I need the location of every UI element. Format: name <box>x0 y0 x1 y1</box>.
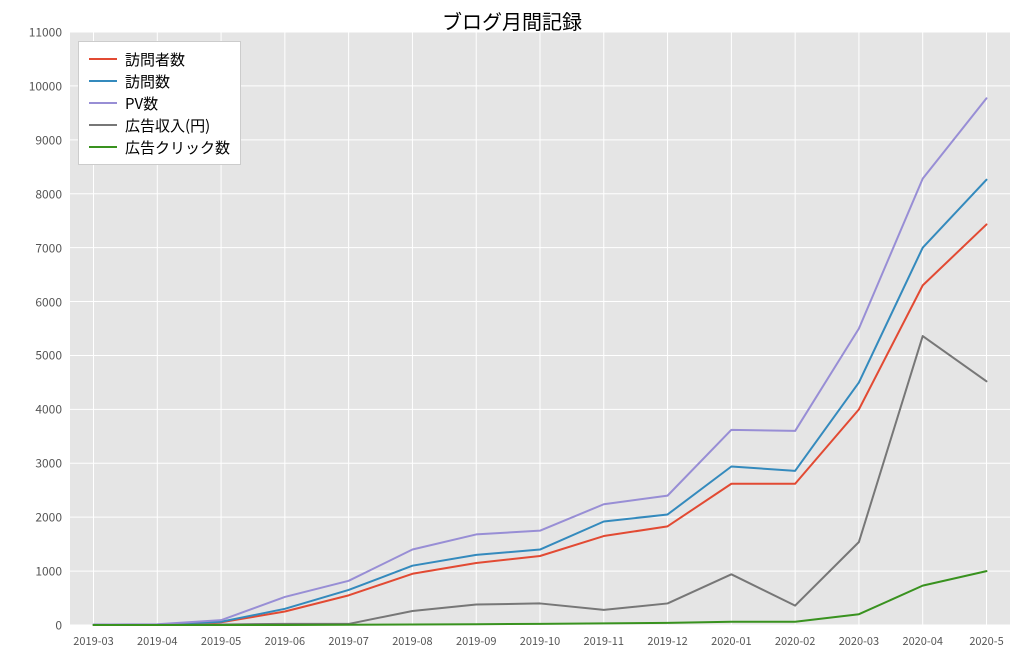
legend-item: PV数 <box>89 92 230 114</box>
legend-item: 広告収入(円) <box>89 114 230 136</box>
legend-swatch <box>89 80 117 82</box>
x-tick-label: 2020-01 <box>711 633 751 649</box>
x-tick-label: 2019-05 <box>201 633 241 649</box>
y-tick-label: 6000 <box>0 293 62 310</box>
x-tick-label: 2019-10 <box>520 633 560 649</box>
y-tick-label: 3000 <box>0 455 62 472</box>
x-tick-label: 2020-02 <box>775 633 815 649</box>
legend-swatch <box>89 124 117 126</box>
x-tick-label: 2019-03 <box>73 633 113 649</box>
y-tick-label: 5000 <box>0 347 62 364</box>
legend-item: 訪問数 <box>89 70 230 92</box>
x-tick-label: 2019-12 <box>647 633 687 649</box>
y-tick-label: 4000 <box>0 401 62 418</box>
legend-label: 広告クリック数 <box>125 137 230 158</box>
x-tick-label: 2019-11 <box>584 633 624 649</box>
x-tick-label: 2019-07 <box>328 633 368 649</box>
legend-item: 広告クリック数 <box>89 136 230 158</box>
y-tick-label: 8000 <box>0 185 62 202</box>
x-tick-label: 2020-04 <box>902 633 942 649</box>
x-tick-label: 2019-06 <box>265 633 305 649</box>
legend-label: 訪問数 <box>125 71 170 92</box>
legend-swatch <box>89 58 117 60</box>
chart-container: ブログ月間記録 訪問者数訪問数PV数広告収入(円)広告クリック数 0100020… <box>0 0 1024 665</box>
y-tick-label: 9000 <box>0 131 62 148</box>
x-tick-label: 2020-03 <box>839 633 879 649</box>
legend-swatch <box>89 146 117 148</box>
legend-item: 訪問者数 <box>89 48 230 70</box>
y-tick-label: 11000 <box>0 24 62 41</box>
x-tick-label: 2019-04 <box>137 633 177 649</box>
y-tick-label: 0 <box>0 617 62 634</box>
x-tick-label: 2019-09 <box>456 633 496 649</box>
y-tick-label: 1000 <box>0 563 62 580</box>
chart-legend: 訪問者数訪問数PV数広告収入(円)広告クリック数 <box>78 41 241 165</box>
y-tick-label: 7000 <box>0 239 62 256</box>
legend-label: 訪問者数 <box>125 49 185 70</box>
y-tick-label: 2000 <box>0 509 62 526</box>
legend-label: 広告収入(円) <box>125 115 210 136</box>
legend-label: PV数 <box>125 93 158 114</box>
legend-swatch <box>89 102 117 104</box>
x-tick-label: 2020-5 <box>969 633 1003 649</box>
x-tick-label: 2019-08 <box>392 633 432 649</box>
y-tick-label: 10000 <box>0 77 62 94</box>
